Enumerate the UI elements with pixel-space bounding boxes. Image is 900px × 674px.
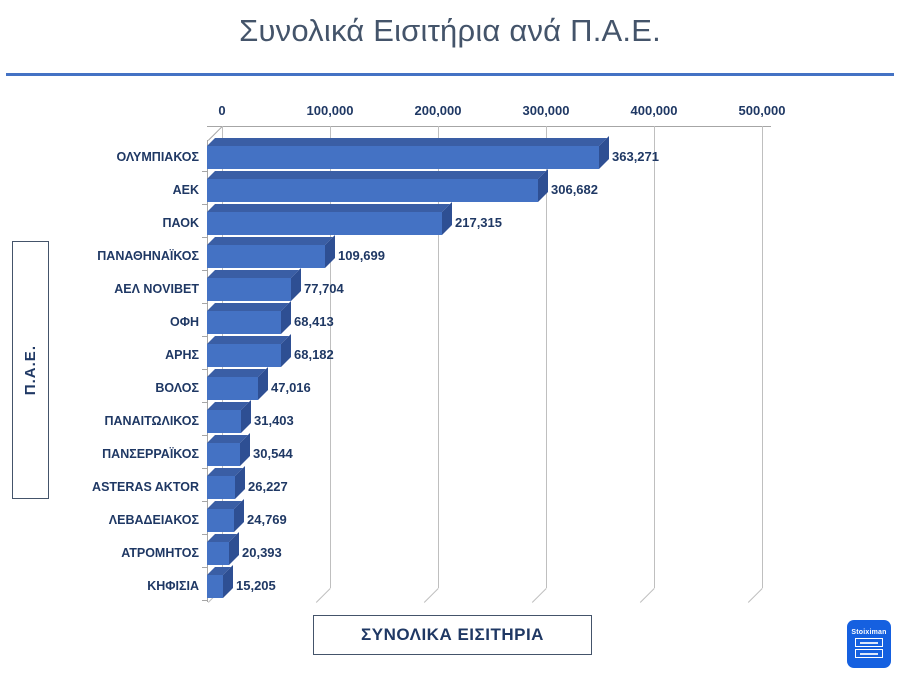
category-label: ΚΗΦΙΣΙΑ [147,579,199,593]
stoiximan-logo-mark [855,649,883,658]
category-tick-mark [202,501,207,502]
bar-top-face [207,336,289,344]
category-label: ΒΟΛΟΣ [155,381,199,395]
y-axis-line [207,140,208,602]
bar-top-face [207,204,450,212]
gridline-floor-edge [423,588,439,603]
bar [207,311,281,334]
gridline-floor-edge [747,588,763,603]
category-tick-mark [202,336,207,337]
bar [207,377,258,400]
category-tick-mark [202,171,207,172]
bar-top-face [207,303,289,311]
bar [207,476,235,499]
value-label: 363,271 [612,149,659,164]
gridline-floor-edge [531,588,547,603]
axis-tick-label: 400,000 [630,103,678,118]
value-label: 15,205 [236,578,276,593]
bar [207,575,223,598]
category-tick-mark [202,303,207,304]
value-label: 47,016 [271,380,311,395]
gridline [438,126,439,588]
bar-top-face [207,138,607,146]
bar [207,509,234,532]
x-axis-title-box: ΣΥΝΟΛΙΚΑ ΕΙΣΙΤΗΡΙΑ [313,615,592,655]
category-tick-mark [202,567,207,568]
category-label: ΠΑΝΣΕΡΡΑΪΚΟΣ [102,447,199,461]
bar [207,410,241,433]
bar [207,212,442,235]
bar [207,344,281,367]
chart-title: Συνολικά Εισιτήρια ανά Π.Α.Ε. [239,13,661,48]
bar [207,146,599,169]
bar-top-face [207,171,546,179]
gridline-floor-edge [639,588,655,603]
gridline [546,126,547,588]
category-tick-mark [202,600,207,601]
bar-top-face [207,237,333,245]
y-axis-title: Π.Α.Ε. [22,344,39,396]
axis-tick-label: 100,000 [306,103,354,118]
category-label: ΑΕΛ NOVIBET [114,282,199,296]
value-label: 217,315 [455,215,502,230]
bar [207,443,240,466]
category-label: ΑΡΗΣ [165,348,199,362]
title-underline [6,73,894,76]
value-label: 26,227 [248,479,288,494]
gridline [654,126,655,588]
category-tick-mark [202,402,207,403]
axis-tick-label: 300,000 [522,103,570,118]
category-label: ASTERAS AKTOR [92,480,199,494]
category-label: ΠΑΝΑΘΗΝΑΪΚΟΣ [97,249,199,263]
value-label: 31,403 [254,413,294,428]
value-label: 109,699 [338,248,385,263]
category-tick-mark [202,270,207,271]
category-tick-mark [202,468,207,469]
category-tick-mark [202,237,207,238]
value-label: 68,413 [294,314,334,329]
category-label: ΑΕΚ [172,183,199,197]
value-label: 30,544 [253,446,293,461]
gridline [330,126,331,588]
axis-tick-label: 500,000 [738,103,786,118]
gridline [762,126,763,588]
bar [207,245,325,268]
x-axis-title: ΣΥΝΟΛΙΚΑ ΕΙΣΙΤΗΡΙΑ [361,625,544,644]
category-label: ΟΦΗ [169,315,199,329]
category-label: ΠΑΟΚ [162,216,199,230]
value-label: 20,393 [242,545,282,560]
stoiximan-logo: Stoiximan [847,620,891,668]
category-tick-mark [202,435,207,436]
value-label: 77,704 [304,281,344,296]
axis-tick-label: 0 [218,103,226,118]
category-label: ΟΛΥΜΠΙΑΚΟΣ [116,150,199,164]
category-label: ΑΤΡΟΜΗΤΟΣ [121,546,199,560]
category-label: ΠΑΝΑΙΤΩΛΙΚΟΣ [104,414,199,428]
category-tick-mark [202,204,207,205]
bar [207,542,229,565]
bar [207,278,291,301]
value-label: 306,682 [551,182,598,197]
category-tick-mark [202,534,207,535]
x-axis-line [207,126,771,127]
axis-tick-label: 200,000 [414,103,462,118]
value-label: 68,182 [294,347,334,362]
category-tick-mark [202,369,207,370]
bar [207,179,538,202]
bar-top-face [207,270,299,278]
bar-top-face [207,369,266,377]
stoiximan-logo-text: Stoiximan [851,629,887,636]
stoiximan-logo-mark [855,638,883,647]
category-label: ΛΕΒΑΔΕΙΑΚΟΣ [108,513,199,527]
value-label: 24,769 [247,512,287,527]
y-axis-title-box: Π.Α.Ε. [12,241,49,499]
gridline-floor-edge [315,588,331,603]
